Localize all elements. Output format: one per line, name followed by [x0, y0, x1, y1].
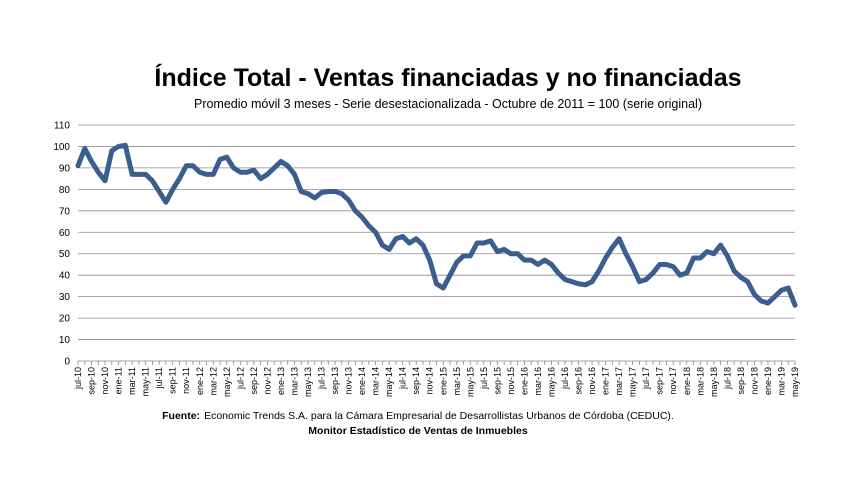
x-tick-label: sep-15 [492, 367, 502, 395]
x-tick-label: mar-19 [776, 367, 786, 396]
x-tick-label: may-11 [141, 367, 151, 396]
x-tick-label: ene-15 [438, 367, 448, 395]
x-tick-label: jul-13 [317, 367, 327, 390]
x-tick-label: jul-18 [722, 367, 732, 390]
x-tick-label: nov-16 [587, 367, 597, 395]
y-tick-label: 20 [59, 314, 71, 325]
x-tick-label: may-13 [303, 367, 313, 397]
x-tick-label: sep-12 [249, 367, 259, 395]
x-tick-label: sep-10 [87, 367, 97, 395]
x-tick-label: nov-10 [100, 367, 110, 395]
x-tick-label: mar-18 [695, 367, 705, 396]
x-tick-label: ene-16 [519, 367, 529, 395]
y-tick-label: 110 [54, 121, 70, 132]
x-tick-label: sep-13 [330, 367, 340, 395]
source: Fuente: Economic Trends S.A. para la Cáma… [162, 410, 674, 422]
x-tick-label: mar-13 [289, 367, 299, 396]
x-tick-label: ene-12 [195, 367, 205, 395]
x-tick-label: jul-17 [641, 367, 651, 390]
y-tick-label: 40 [59, 271, 71, 282]
y-tick-label: 90 [59, 163, 71, 174]
x-tick-label: sep-14 [411, 367, 421, 395]
source-text: Economic Trends S.A. para la Cámara Empr… [204, 410, 674, 422]
x-tick-label: may-16 [546, 367, 556, 397]
x-tick-label: nov-17 [668, 367, 678, 395]
x-tick-label: jul-10 [73, 367, 83, 390]
data-line [75, 142, 798, 308]
x-tick-label: ene-13 [276, 367, 286, 395]
x-tick-label: may-19 [790, 367, 800, 397]
y-tick-label: 70 [59, 206, 71, 217]
x-tick-label: sep-11 [168, 367, 178, 394]
chart-title: Índice Total - Ventas financiadas y no f… [154, 63, 741, 92]
x-tick-label: jul-16 [560, 367, 570, 390]
x-tick-label: may-14 [384, 367, 394, 397]
y-tick-label: 100 [53, 142, 70, 153]
y-tick-label: 0 [64, 357, 70, 368]
x-tick-label: ene-14 [357, 367, 367, 395]
x-tick-label: jul-11 [154, 367, 164, 389]
chart-subtitle: Promedio móvil 3 meses - Serie desestaci… [194, 97, 702, 111]
y-tick-label: 60 [59, 228, 71, 239]
x-tick-label: mar-12 [208, 367, 218, 396]
x-tick-label: sep-18 [736, 367, 746, 395]
x-tick-label: mar-11 [127, 367, 137, 395]
source-label: Fuente: [162, 410, 200, 422]
x-tick-label: mar-16 [533, 367, 543, 396]
y-tick-label: 10 [59, 335, 71, 346]
x-tick-label: may-12 [222, 367, 232, 397]
x-tick-label: nov-14 [425, 367, 435, 395]
x-tick-label: nov-15 [506, 367, 516, 395]
x-tick-label: mar-14 [371, 367, 381, 396]
x-tick-label: mar-17 [614, 367, 624, 396]
x-tick-label: may-17 [628, 367, 638, 397]
x-tick-label: nov-11 [181, 367, 191, 394]
x-tick-label: ene-18 [682, 367, 692, 395]
x-tick-label: nov-13 [344, 367, 354, 395]
x-tick-label: sep-16 [574, 367, 584, 395]
x-tick-label: ene-19 [763, 367, 773, 395]
x-tick-label: jul-12 [235, 367, 245, 390]
x-tick-label: may-15 [465, 367, 475, 397]
x-tick-label: ene-11 [114, 367, 124, 394]
source-line2: Monitor Estadístico de Ventas de Inmuebl… [308, 425, 528, 437]
x-tick-label: sep-17 [655, 367, 665, 395]
y-tick-label: 80 [59, 185, 71, 196]
x-tick-label: may-18 [709, 367, 719, 397]
y-tick-label: 50 [59, 249, 71, 260]
x-tick-label: ene-17 [601, 367, 611, 395]
x-tick-label: mar-15 [452, 367, 462, 396]
x-tick-label: jul-14 [398, 367, 408, 390]
x-tick-label: jul-15 [479, 367, 489, 390]
y-tick-label: 30 [59, 292, 71, 303]
x-tick-label: nov-18 [749, 367, 759, 395]
x-tick-label: nov-12 [262, 367, 272, 395]
